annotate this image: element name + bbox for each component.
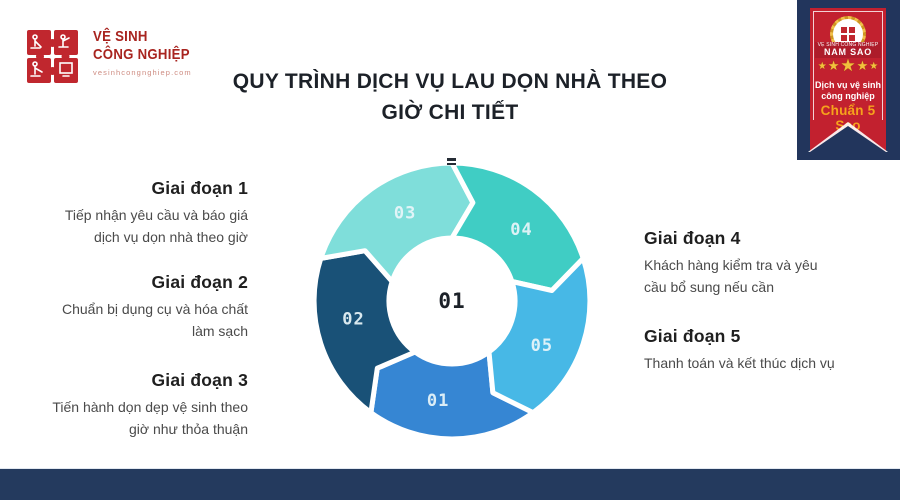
ribbon-description-line2: công nghiệp [821,90,875,101]
star-icon: ★ [869,60,879,72]
stage-heading: Giai đoạn 5 [644,326,741,346]
mini-puzzle-logo-icon [841,27,855,41]
cycle-center-circle [388,237,516,365]
stage-body: Thanh toán và kết thúc dịch vụ [644,355,835,371]
ribbon-inner-border [813,11,883,120]
page-title-line2: GIỜ CHI TIẾT [381,101,519,124]
cycle-segment-label-05: 05 [531,336,553,356]
cycle-segment-label-04: 04 [510,220,532,240]
cycle-segment-label-03: 03 [394,204,416,224]
award-badge: VỆ SINH CÔNG NGHIỆP NAM SAO ★ ★ ★ ★ ★ Dị… [797,0,900,160]
brand-band-name: NAM SAO [823,47,873,57]
stage-body: Chuẩn bị dụng cụ và hóa chất làm sạch [61,301,248,339]
process-cycle-diagram: 01 01 02 03 04 05 [311,160,593,442]
stage-block-3: Giai đoạn 3 Tiến hành dọn dẹp vệ sinh th… [43,368,248,440]
award-ribbon: VỆ SINH CÔNG NGHIỆP NAM SAO ★ ★ ★ ★ ★ Dị… [808,8,888,152]
stage-body: Khách hàng kiểm tra và yêu cầu bổ sung n… [644,257,818,295]
stage-heading: Giai đoạn 1 [151,178,248,198]
ribbon-swallowtail-notch [810,126,886,152]
stage-heading: Giai đoạn 4 [644,228,741,248]
stage-block-5: Giai đoạn 5 Thanh toán và kết thúc dịch … [644,324,884,374]
star-icon: ★ [840,56,856,75]
star-icon: ★ [827,58,840,73]
page-title-line1: QUY TRÌNH DỊCH VỤ LAU DỌN NHÀ THEO [232,70,668,93]
stage-heading: Giai đoạn 2 [151,272,248,292]
cycle-segment-label-02: 02 [342,309,364,329]
cycle-center-label: 01 [438,289,465,313]
cycle-segment-label-01: 01 [427,391,449,411]
logo-name-line2: CÔNG NGHIỆP [93,46,190,63]
star-icon: ★ [817,60,827,72]
star-icon: ★ [856,58,869,73]
five-star-row: ★ ★ ★ ★ ★ [800,56,896,76]
stage-body: Tiếp nhận yêu cầu và báo giá dịch vụ dọn… [64,207,248,245]
footer-bar [0,468,900,500]
stage-body: Tiến hành dọn dẹp vệ sinh theo giờ như t… [52,399,248,437]
stage-block-2: Giai đoạn 2 Chuẩn bị dụng cụ và hóa chất… [43,270,248,342]
logo-text: VỆ SINH CÔNG NGHIỆP vesinhcongnghiep.com [93,27,203,84]
brand-band: VỆ SINH CÔNG NGHIỆP NAM SAO [815,42,881,58]
puzzle-logo-icon [27,30,78,83]
brand-band-small-text: VỆ SINH CÔNG NGHIỆP [817,42,879,48]
stage-block-4: Giai đoạn 4 Khách hàng kiểm tra và yêu c… [644,226,834,298]
ribbon-description-line1: Dịch vụ vệ sinh [814,80,882,90]
ribbon-description: Dịch vụ vệ sinh công nghiệp [810,80,886,101]
small-equals-mark [447,158,456,167]
logo-name-line1: VỆ SINH [93,28,148,45]
company-logo: VỆ SINH CÔNG NGHIỆP vesinhcongnghiep.com [27,27,203,84]
page-title: QUY TRÌNH DỊCH VỤ LAU DỌN NHÀ THEO GIỜ C… [210,66,690,128]
stage-block-1: Giai đoạn 1 Tiếp nhận yêu cầu và báo giá… [43,176,248,248]
logo-website: vesinhcongnghiep.com [93,68,192,77]
stage-heading: Giai đoạn 3 [151,370,248,390]
